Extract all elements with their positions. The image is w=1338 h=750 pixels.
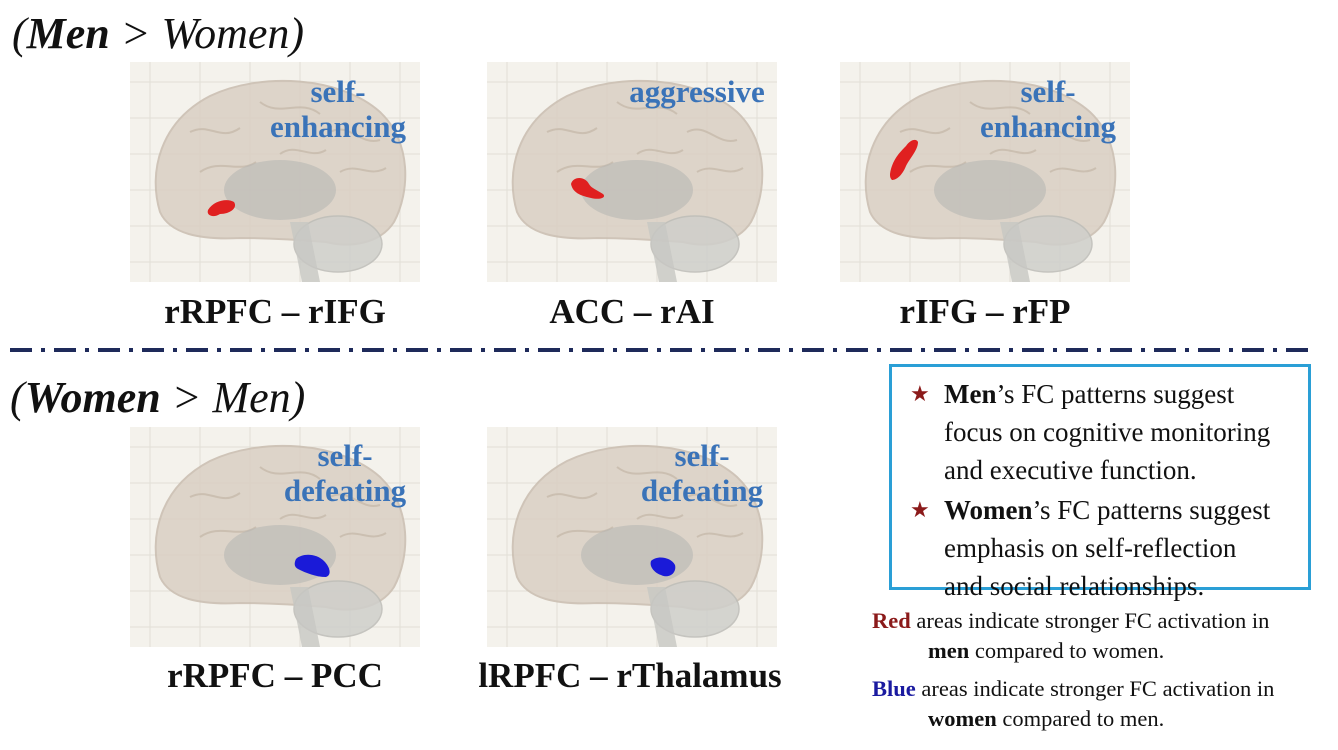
tag-self-enhancing: self-enhancing <box>979 74 1117 144</box>
tag-self-defeating: self-defeating <box>640 438 764 508</box>
region-label-rifg-rfp: rIFG – rFP <box>899 292 1071 331</box>
summary-item-women: ★ Women’s FC patterns suggest emphasis o… <box>904 491 1298 605</box>
brain-panel-rrpfc-pcc <box>130 427 420 647</box>
blue-areas-note: Blue areas indicate stronger FC activati… <box>872 676 1275 731</box>
brain-panel-rrpfc-rifg <box>130 62 420 282</box>
dash-dot-divider <box>10 348 1310 352</box>
activation-blob <box>207 200 236 217</box>
summary-item-men: ★ Men’s FC patterns suggest focus on cog… <box>904 375 1298 489</box>
brain-panel-rifg-rfp <box>840 62 1130 282</box>
tag-aggressive: aggressive <box>629 74 765 109</box>
activation-blob <box>294 554 330 577</box>
activation-blob <box>890 139 918 180</box>
region-label-rrpfc-pcc: rRPFC – PCC <box>167 656 383 695</box>
red-areas-note: Red areas indicate stronger FC activatio… <box>872 608 1270 663</box>
brain-image <box>130 427 420 647</box>
brain-image <box>130 62 420 282</box>
brain-panel-lrpfc-rthalamus <box>487 427 777 647</box>
star-icon: ★ <box>910 497 930 522</box>
women-greater-men-heading: (Women > Men) <box>10 373 306 422</box>
activation-blob <box>650 557 676 577</box>
activation-blob <box>571 178 605 199</box>
brain-image <box>840 62 1130 282</box>
region-label-rrpfc-rifg: rRPFC – rIFG <box>164 292 386 331</box>
brain-panel-acc-rai <box>487 62 777 282</box>
men-greater-women-heading: (Men > Women) <box>12 9 305 58</box>
brain-image <box>487 62 777 282</box>
summary-box: ★ Men’s FC patterns suggest focus on cog… <box>889 364 1311 601</box>
region-label-acc-rai: ACC – rAI <box>549 292 715 331</box>
tag-self-defeating: self-defeating <box>283 438 407 508</box>
star-icon: ★ <box>910 381 930 406</box>
region-label-lrpfc-rthalamus: lRPFC – rThalamus <box>478 656 782 695</box>
tag-self-enhancing: self-enhancing <box>269 74 407 144</box>
brain-image <box>487 427 777 647</box>
